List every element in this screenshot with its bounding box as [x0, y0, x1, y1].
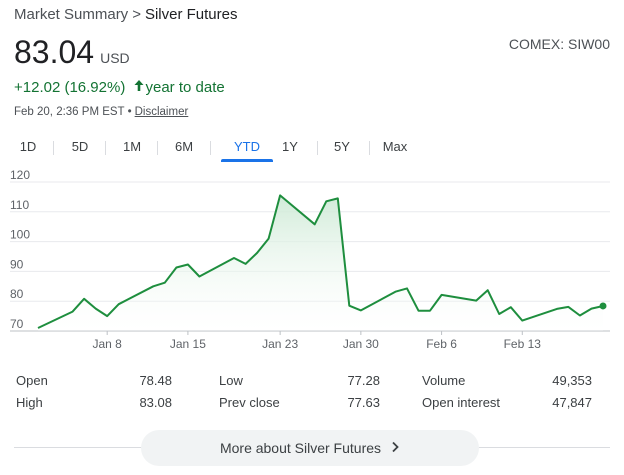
x-tick-label: Feb 13 [504, 337, 542, 351]
stat-open-value: 78.48 [139, 373, 172, 388]
stat-open-interest-label: Open interest [422, 395, 501, 410]
x-tick-label: Feb 6 [426, 337, 457, 351]
tab-6m[interactable]: 6M [174, 139, 194, 154]
tab-5d[interactable]: 5D [71, 139, 89, 154]
x-tick-label: Jan 30 [343, 337, 379, 351]
stat-low-value: 77.28 [347, 373, 380, 388]
stat-volume-value: 49,353 [552, 373, 592, 388]
x-tick-label: Jan 8 [93, 337, 123, 351]
stat-prev-close-value: 77.63 [347, 395, 380, 410]
more-about-button[interactable]: More about Silver Futures [141, 430, 479, 466]
stat-open-label: Open [16, 373, 48, 388]
tab-divider [53, 141, 54, 155]
current-price-point [599, 302, 607, 310]
y-tick-label: 90 [10, 257, 24, 271]
tab-divider [157, 141, 158, 155]
tab-divider [210, 141, 211, 155]
currency-label: USD [100, 50, 130, 66]
breadcrumb-separator: > [132, 6, 141, 23]
stat-high-value: 83.08 [139, 395, 172, 410]
price-chart[interactable]: 70 80 90 100 110 120 Jan 8 Jan 15 Jan 23 Jan 30 F… [0, 170, 624, 360]
price-row: 83.04 USD [14, 34, 130, 71]
meta-row: Feb 20, 2:36 PM EST • Disclaimer [14, 106, 188, 118]
tab-1y[interactable]: 1Y [282, 139, 298, 154]
range-tabs: 1D 5D 1M 6M YTD 1Y 5Y Max [0, 136, 624, 162]
current-price: 83.04 [14, 34, 95, 70]
exchange-symbol: COMEX: SIW00 [508, 36, 610, 52]
tab-divider [105, 141, 106, 155]
change-period: year to date [145, 79, 225, 96]
stat-prev-close-label: Prev close [219, 395, 280, 410]
stat-volume-label: Volume [422, 373, 466, 388]
meta-dot: • [127, 106, 132, 118]
breadcrumb-current: Silver Futures [144, 6, 238, 23]
disclaimer-link[interactable]: Disclaimer [134, 106, 189, 118]
chart-area-fill [38, 195, 603, 331]
change-row: +12.02 (16.92%) year to date [14, 79, 225, 96]
stat-high-label: High [16, 395, 43, 410]
breadcrumb-parent[interactable]: Market Summary [14, 6, 129, 23]
x-tick-label: Jan 23 [262, 337, 298, 351]
tab-5y[interactable]: 5Y [334, 139, 350, 154]
price-change: +12.02 (16.92%) [14, 79, 126, 96]
tab-divider [369, 141, 370, 155]
chevron-right-icon [391, 430, 400, 466]
stat-low-label: Low [219, 373, 243, 388]
stat-open-interest-value: 47,847 [552, 395, 592, 410]
tab-divider [317, 141, 318, 155]
timestamp: Feb 20, 2:36 PM EST [14, 106, 125, 118]
arrow-up-icon [134, 80, 143, 91]
chart-series-line [37, 194, 604, 329]
tab-1d[interactable]: 1D [19, 139, 37, 154]
y-tick-label: 100 [10, 228, 30, 242]
y-tick-label: 120 [10, 170, 30, 182]
y-tick-label: 110 [10, 198, 29, 212]
y-tick-label: 70 [10, 317, 24, 331]
more-about-label: More about Silver Futures [219, 440, 382, 456]
tab-1m[interactable]: 1M [122, 139, 142, 154]
y-tick-label: 80 [10, 287, 24, 301]
tab-max[interactable]: Max [382, 139, 408, 154]
tab-ytd[interactable]: YTD [221, 136, 273, 162]
breadcrumb: Market Summary > Silver Futures [14, 6, 237, 23]
x-tick-label: Jan 15 [170, 337, 206, 351]
